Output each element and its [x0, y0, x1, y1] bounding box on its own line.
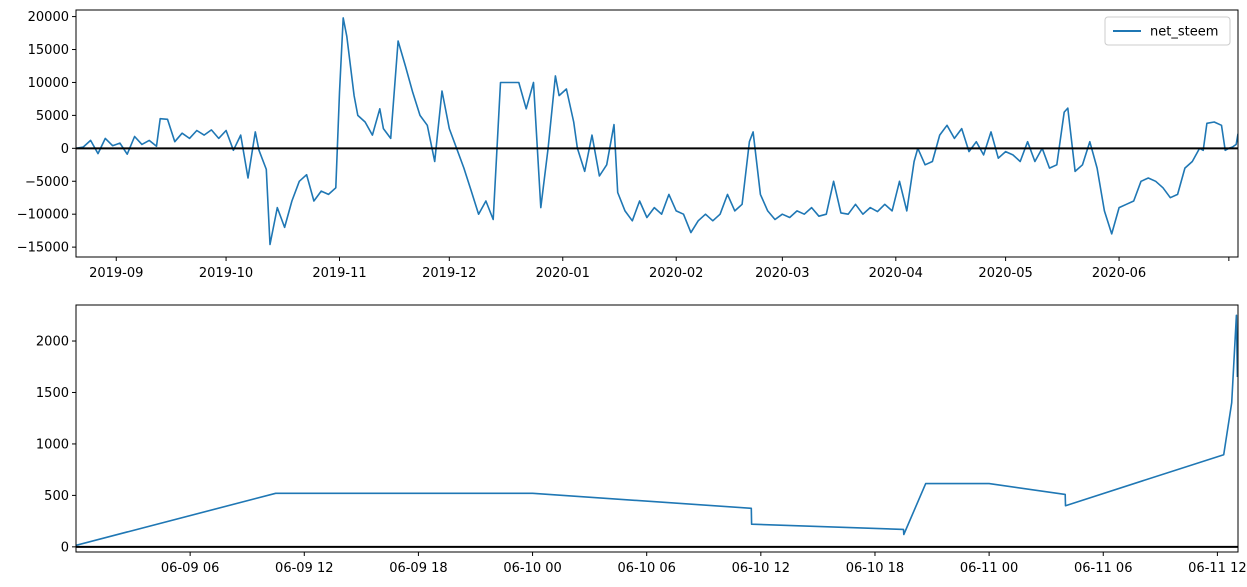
- legend-label: net_steem: [1150, 25, 1218, 40]
- x-tick-label: 2019-10: [199, 266, 253, 281]
- legend-box: [1104, 16, 1231, 46]
- series-line-series-1: [76, 314, 1238, 547]
- y-tick-label: 20000: [28, 10, 69, 25]
- series-line-net_steem: [76, 17, 1238, 246]
- x-tick-label: 2020-05: [978, 266, 1032, 281]
- y-tick-label: 1000: [36, 437, 69, 452]
- y-tick-label: 500: [44, 489, 69, 504]
- bottom-chart: 06-09 06 06-09 12 06-09 18 06-10 00 06-10 06…: [36, 304, 1247, 576]
- y-tick-label: −5000: [25, 175, 69, 190]
- x-tick-label: 2019-09: [89, 266, 143, 281]
- x-tick-label: 06-10 18: [846, 561, 904, 576]
- top-chart: 2019-09 2019-10 2019-11 2019-12 2020-01 2020-…: [17, 9, 1239, 281]
- x-tick-label: 06-10 00: [503, 561, 561, 576]
- y-tick-label: 0: [61, 540, 69, 555]
- x-tick-label: 06-09 18: [389, 561, 447, 576]
- x-tick-label: 2020-04: [869, 266, 923, 281]
- bottom-chart-data: [76, 314, 1238, 548]
- x-tick-label: 06-11 00: [960, 561, 1018, 576]
- x-tick-label: 2019-12: [422, 266, 476, 281]
- y-tick-label: 5000: [36, 109, 69, 124]
- y-tick-label: 10000: [28, 76, 69, 91]
- y-tick-label: −10000: [17, 208, 69, 223]
- top-chart-data: [76, 17, 1238, 246]
- y-tick-label: 2000: [36, 335, 69, 350]
- y-tick-label: −15000: [17, 241, 69, 256]
- bottom-chart-ticks: 06-09 06 06-09 12 06-09 18 06-10 00 06-10 06…: [36, 335, 1247, 576]
- x-tick-label: 06-10 06: [617, 561, 675, 576]
- y-tick-label: 15000: [28, 43, 69, 58]
- bottom-chart-frame: [75, 304, 1239, 553]
- x-tick-label: 2020-06: [1092, 266, 1146, 281]
- x-tick-label: 2020-03: [755, 266, 809, 281]
- x-tick-label: 06-11 12: [1188, 561, 1246, 576]
- x-tick-label: 2019-11: [312, 266, 366, 281]
- x-tick-label: 2020-01: [536, 266, 590, 281]
- x-tick-label: 06-11 06: [1074, 561, 1132, 576]
- y-tick-label: 0: [61, 142, 69, 157]
- x-tick-label: 06-10 12: [732, 561, 790, 576]
- y-tick-label: 1500: [36, 386, 69, 401]
- x-tick-label: 06-09 06: [161, 561, 219, 576]
- top-chart-legend: net_steem: [1104, 16, 1231, 46]
- top-chart-ticks: 2019-09 2019-10 2019-11 2019-12 2020-01 2020-…: [17, 10, 1230, 281]
- x-tick-label: 06-09 12: [275, 561, 333, 576]
- x-tick-label: 2020-02: [649, 266, 703, 281]
- top-chart-frame: [75, 9, 1239, 258]
